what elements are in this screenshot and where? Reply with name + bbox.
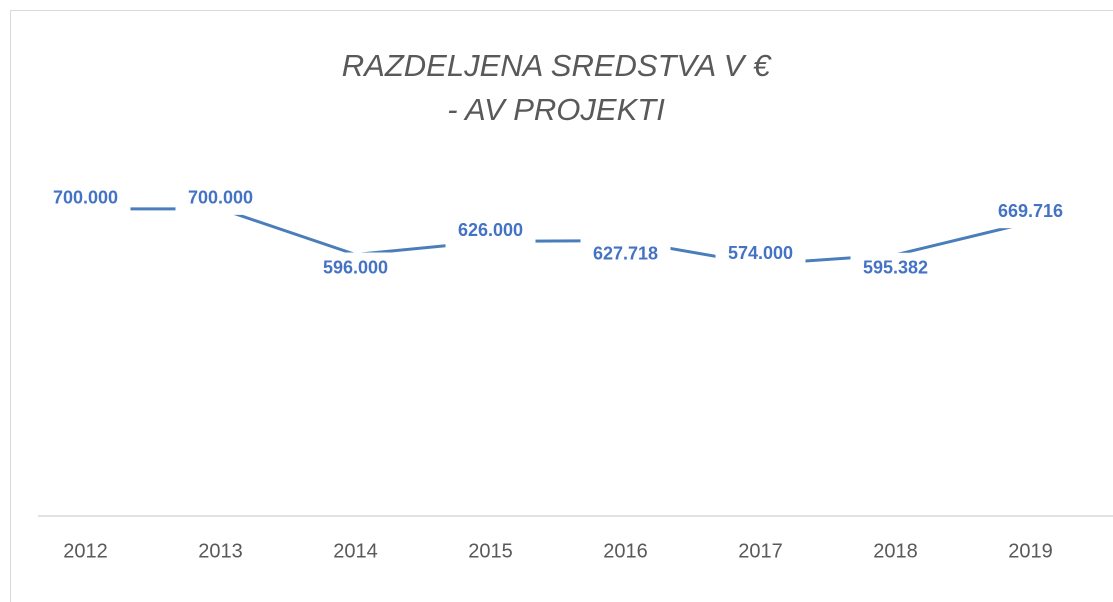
data-label: 700.000 <box>53 188 118 208</box>
x-tick-label: 2017 <box>738 540 783 562</box>
label-background <box>850 252 941 285</box>
x-tick-label: 2013 <box>198 540 243 562</box>
data-label: 627.718 <box>593 243 658 263</box>
x-tick-label: 2016 <box>603 540 648 562</box>
x-tick-label: 2018 <box>873 540 918 562</box>
x-tick-label: 2019 <box>1008 540 1053 562</box>
x-tick-label: 2012 <box>63 540 108 562</box>
data-label: 596.000 <box>323 257 388 277</box>
data-label: 574.000 <box>728 243 793 263</box>
label-background <box>445 215 536 248</box>
data-label: 669.716 <box>998 201 1063 221</box>
data-label: 595.382 <box>863 258 928 278</box>
label-background <box>580 238 671 271</box>
data-label: 700.000 <box>188 188 253 208</box>
chart-frame <box>10 10 1113 602</box>
label-background <box>310 252 401 285</box>
chart-title: - AV PROJEKTI <box>447 92 665 127</box>
label-background <box>175 182 266 215</box>
label-background <box>40 182 131 215</box>
label-background <box>715 238 806 271</box>
x-tick-label: 2014 <box>333 540 378 562</box>
chart-title: RAZDELJENA SREDSTVA V € <box>342 48 772 83</box>
data-label: 626.000 <box>458 220 523 240</box>
label-background <box>985 196 1076 229</box>
x-tick-label: 2015 <box>468 540 513 562</box>
